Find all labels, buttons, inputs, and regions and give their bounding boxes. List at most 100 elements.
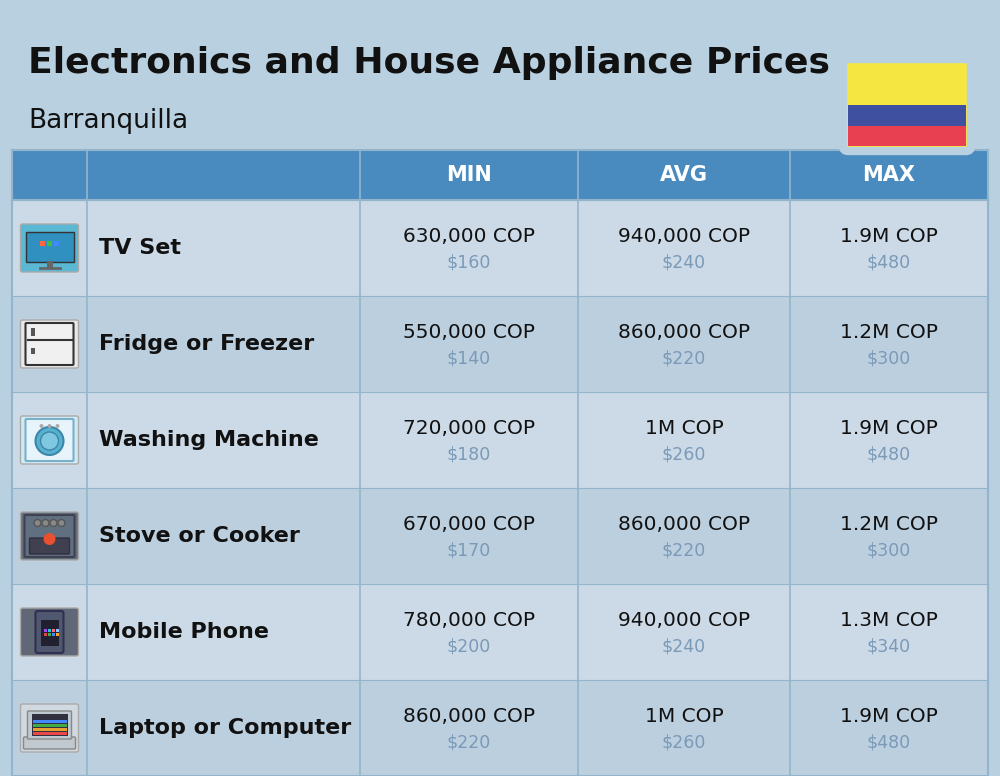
FancyBboxPatch shape [30, 538, 70, 554]
Bar [40, 620, 58, 646]
FancyBboxPatch shape [24, 737, 76, 749]
Bar [54, 241, 58, 246]
Text: $240: $240 [662, 638, 706, 656]
Text: 860,000 COP: 860,000 COP [618, 515, 750, 535]
Text: 1.9M COP: 1.9M COP [840, 420, 938, 438]
FancyBboxPatch shape [26, 419, 74, 461]
Circle shape [56, 424, 60, 428]
Text: 940,000 COP: 940,000 COP [618, 611, 750, 630]
Bar [848, 126, 966, 146]
Text: MAX: MAX [862, 165, 916, 185]
Bar [46, 241, 52, 246]
Bar [848, 105, 966, 146]
Circle shape [48, 424, 52, 428]
Bar [52, 629, 54, 632]
Bar [12, 488, 988, 584]
Text: $170: $170 [447, 542, 491, 560]
Text: 1M COP: 1M COP [645, 708, 723, 726]
Text: $300: $300 [867, 542, 911, 560]
Bar [12, 392, 988, 488]
Bar [40, 241, 44, 246]
Text: 1.2M COP: 1.2M COP [840, 324, 938, 342]
FancyBboxPatch shape [20, 320, 78, 368]
FancyBboxPatch shape [844, 60, 970, 109]
Bar [12, 200, 988, 296]
Circle shape [40, 432, 58, 450]
Text: 940,000 COP: 940,000 COP [618, 227, 750, 247]
Text: $220: $220 [447, 734, 491, 752]
Bar [12, 150, 988, 776]
Text: 720,000 COP: 720,000 COP [403, 420, 535, 438]
Text: $340: $340 [867, 638, 911, 656]
Bar [46, 261, 52, 269]
FancyBboxPatch shape [20, 416, 78, 464]
Text: 1M COP: 1M COP [645, 420, 723, 438]
Text: 1.2M COP: 1.2M COP [840, 515, 938, 535]
Circle shape [40, 424, 44, 428]
Text: Laptop or Computer: Laptop or Computer [99, 718, 351, 738]
Text: $160: $160 [447, 254, 491, 272]
Text: Stove or Cooker: Stove or Cooker [99, 526, 300, 546]
FancyBboxPatch shape [28, 711, 72, 739]
FancyBboxPatch shape [36, 611, 64, 653]
Circle shape [44, 533, 56, 545]
Circle shape [36, 427, 64, 455]
FancyBboxPatch shape [26, 323, 74, 365]
Bar [12, 150, 988, 200]
Circle shape [42, 519, 49, 526]
Text: Washing Machine: Washing Machine [99, 430, 319, 450]
Bar [32, 720, 66, 723]
FancyBboxPatch shape [20, 704, 78, 752]
Text: $300: $300 [867, 350, 911, 368]
Bar [12, 584, 988, 680]
FancyBboxPatch shape [20, 512, 78, 560]
Text: 780,000 COP: 780,000 COP [403, 611, 535, 630]
Circle shape [34, 519, 41, 526]
Text: $480: $480 [867, 446, 911, 464]
Bar [44, 629, 46, 632]
Text: $220: $220 [662, 542, 706, 560]
Bar [52, 633, 54, 636]
Text: AVG: AVG [660, 165, 708, 185]
Text: $260: $260 [662, 734, 706, 752]
FancyBboxPatch shape [20, 608, 78, 656]
Text: $180: $180 [447, 446, 491, 464]
Text: 670,000 COP: 670,000 COP [403, 515, 535, 535]
Text: $260: $260 [662, 446, 706, 464]
Text: $140: $140 [447, 350, 491, 368]
Bar [56, 633, 58, 636]
Text: Fridge or Freezer: Fridge or Freezer [99, 334, 314, 354]
Bar [32, 724, 66, 727]
Text: 1.9M COP: 1.9M COP [840, 227, 938, 247]
Bar [48, 629, 50, 632]
Bar [30, 328, 34, 336]
Text: 860,000 COP: 860,000 COP [403, 708, 535, 726]
Text: $480: $480 [867, 734, 911, 752]
Text: $200: $200 [447, 638, 491, 656]
Text: Barranquilla: Barranquilla [28, 108, 188, 134]
Text: MIN: MIN [446, 165, 492, 185]
Text: TV Set: TV Set [99, 238, 181, 258]
Text: 1.9M COP: 1.9M COP [840, 708, 938, 726]
Bar [30, 348, 34, 354]
Bar [848, 126, 966, 146]
Bar [32, 728, 66, 731]
Bar [848, 105, 966, 126]
Text: 1.3M COP: 1.3M COP [840, 611, 938, 630]
Text: $240: $240 [662, 254, 706, 272]
Bar [26, 232, 74, 262]
Text: 550,000 COP: 550,000 COP [403, 324, 535, 342]
FancyBboxPatch shape [844, 60, 970, 150]
Text: Electronics and House Appliance Prices: Electronics and House Appliance Prices [28, 46, 830, 80]
Text: 860,000 COP: 860,000 COP [618, 324, 750, 342]
Bar [32, 714, 68, 736]
Text: $220: $220 [662, 350, 706, 368]
Bar [12, 680, 988, 776]
Bar [48, 633, 50, 636]
Bar [32, 732, 66, 735]
Circle shape [50, 519, 57, 526]
Bar [56, 629, 58, 632]
Bar [44, 633, 46, 636]
Text: 630,000 COP: 630,000 COP [403, 227, 535, 247]
Text: $480: $480 [867, 254, 911, 272]
